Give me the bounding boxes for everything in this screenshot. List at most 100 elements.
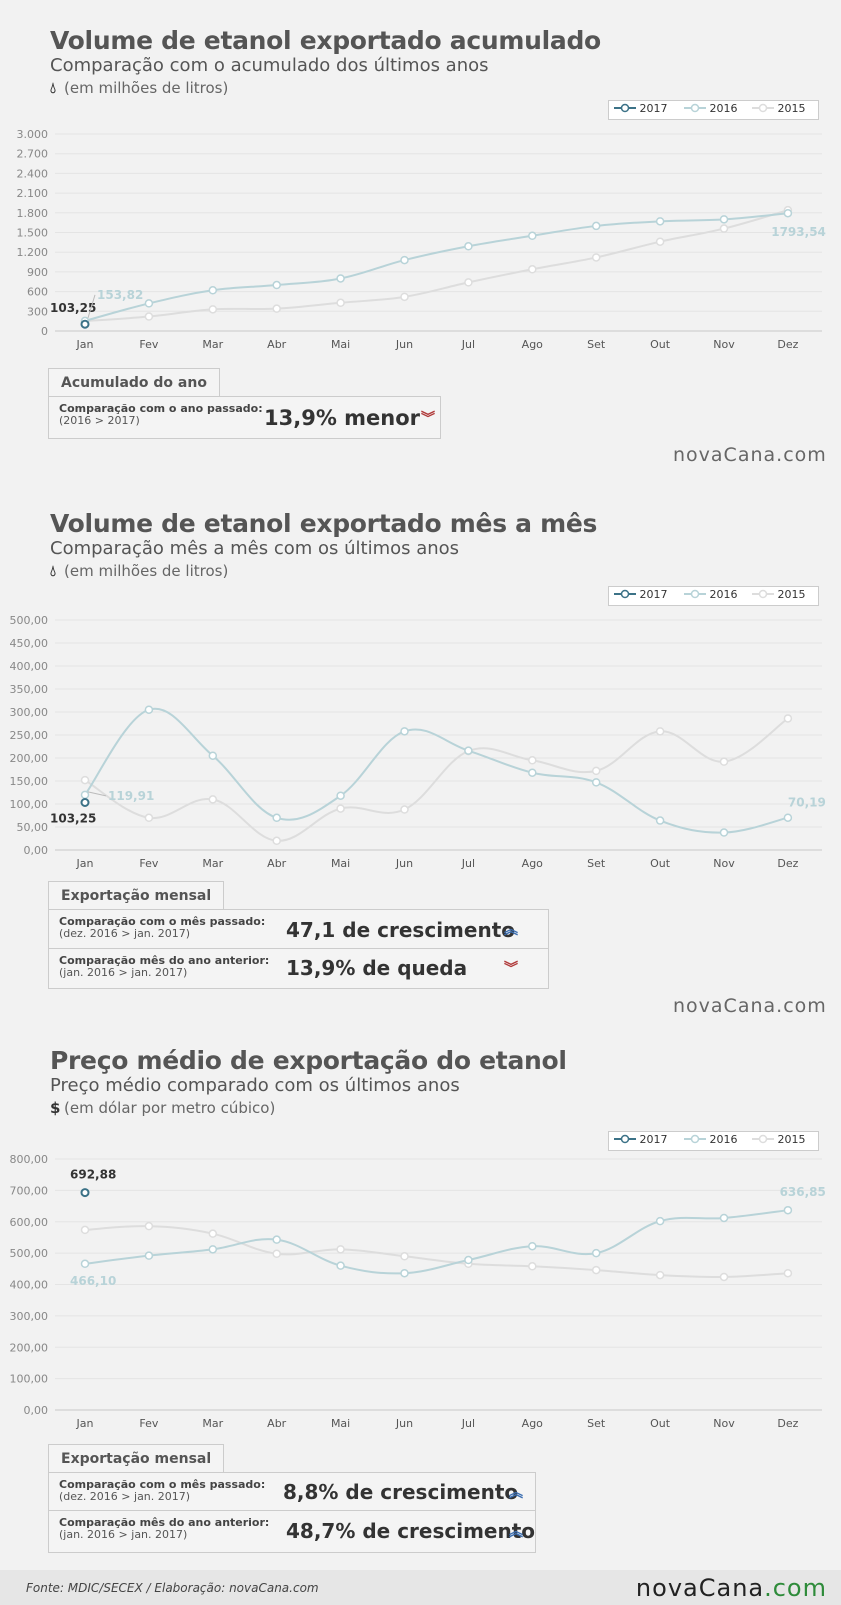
y-tick-label: 2.700 [17,148,49,161]
data-label: 636,85 [780,1185,826,1199]
row-label-sub: (dez. 2016 > jan. 2017) [59,927,191,940]
drop-icon: 💧︎ [50,79,57,97]
point-2016 [208,286,218,295]
legend-label: 2017 [636,588,668,601]
x-tick-label: Ago [522,1417,544,1430]
chart1-legend[interactable]: 2017 2016 2015 [608,100,819,120]
chevron-double-up-icon: ︽ [509,1485,523,1501]
y-tick-label: 250,00 [10,729,49,742]
legend-item-2017[interactable]: 2017 [614,588,668,601]
x-tick-label: Out [650,1417,671,1430]
point-2016 [528,231,537,241]
data-label: 119,91 [108,789,154,803]
footer-logo[interactable]: novaCana.com [636,1574,827,1602]
data-label: 153,82 [97,288,143,302]
chart1-brand: novaCana.com [673,444,827,466]
row-label-sub: (2016 > 2017) [59,414,140,427]
point-2015 [144,312,154,321]
legend-item-2015[interactable]: 2015 [752,1133,806,1146]
series-line-2015 [84,209,789,323]
chart1-plot: 0 300 600 900 1.200 1.500 1.800 2.100 2.400 2.700… [17,128,826,351]
series-line-2015 [84,717,789,842]
point-2015 [336,804,345,813]
data-label: 692,88 [70,1168,116,1182]
x-tick-label: Jan [76,338,94,351]
chart3-plot: 0,00 100,00 200,00 300,00 400,00 500,00 600,00… [10,1153,826,1430]
point-2015 [336,298,345,308]
data-label: 70,19 [788,796,826,810]
point-2015 [783,714,793,723]
chart3-row-1: Comparação com o mês passado: (dez. 2016 … [48,1472,536,1511]
series-line-2016 [84,212,788,322]
series-line-2016 [84,707,789,834]
point-2016 [655,217,665,226]
x-tick-label: Jun [395,857,413,870]
x-tick-label: Abr [267,338,287,351]
legend-line-icon [752,103,774,113]
point-2016 [336,791,345,800]
legend-item-2015[interactable]: 2015 [752,588,806,601]
point-2016 [591,1248,601,1258]
y-tick-label: 1.800 [17,207,49,220]
chart3-unit-label: (em dólar por metro cúbico) [64,1099,276,1117]
chart1-row-1: Comparação com o ano passado: (2016 > 201… [48,396,441,439]
row-value: 13,9% de queda [286,956,468,980]
point-2016 [400,255,409,265]
point-2016 [400,1268,409,1278]
legend-item-2016[interactable]: 2016 [684,588,738,601]
x-tick-label: Mar [202,1417,223,1430]
x-tick-label: Fev [139,338,158,351]
point-2015 [719,224,729,233]
legend-item-2016[interactable]: 2016 [684,1133,738,1146]
point-2015 [272,836,281,846]
legend-item-2016[interactable]: 2016 [684,102,738,115]
row-value: 13,9% menor [264,406,421,430]
x-tick-label: Fev [139,1417,158,1430]
row-label: Comparação mês do ano anterior: (jan. 201… [59,955,269,979]
dollar-icon: $ [50,1099,61,1117]
point-2015 [464,278,473,287]
row-label-main: Comparação mês do ano anterior: [59,954,270,967]
y-tick-label: 900 [27,266,48,279]
chart2-legend[interactable]: 2017 2016 2015 [608,586,819,606]
y-tick-label: 0 [41,325,48,338]
row-label: Comparação com o mês passado: (dez. 2016 … [59,916,265,940]
chart1-unit-label: (em milhões de litros) [64,79,229,97]
point-2015 [528,756,537,765]
point-2015 [336,1245,345,1254]
legend-item-2017[interactable]: 2017 [614,102,668,115]
point-2015 [655,1270,665,1280]
point-2016 [80,1259,90,1269]
point-2016 [528,768,537,777]
x-tick-label: Nov [713,857,735,870]
legend-label: 2015 [774,102,806,115]
legend-label: 2016 [706,102,738,115]
point-2015 [655,727,665,736]
point-2015 [144,1221,154,1231]
x-tick-label: Out [650,338,671,351]
point-2015 [719,1272,729,1282]
annotation-leader [87,294,96,319]
legend-item-2015[interactable]: 2015 [752,102,806,115]
y-tick-label: 3.000 [17,128,49,141]
chart3-legend[interactable]: 2017 2016 2015 [608,1131,819,1151]
x-tick-label: Abr [267,857,287,870]
chart2-box-tab: Exportação mensal [48,881,225,909]
y-tick-label: 100,00 [10,798,49,811]
chart3-unit: $ (em dólar por metro cúbico) [50,1099,275,1117]
point-2015 [80,1225,90,1235]
y-tick-label: 300,00 [10,706,49,719]
y-tick-label: 300,00 [10,1310,49,1323]
point-2016 [719,828,729,837]
legend-item-2017[interactable]: 2017 [614,1133,668,1146]
x-tick-label: Jun [395,338,413,351]
row-label: Comparação com o ano passado: (2016 > 201… [59,403,263,427]
y-tick-label: 2.100 [17,187,49,200]
point-2015 [719,757,729,766]
x-tick-label: Jun [395,1417,413,1430]
legend-line-icon [752,1134,774,1144]
chart3-title: Preço médio de exportação do etanol [50,1046,567,1075]
y-tick-label: 600,00 [10,1216,49,1229]
point-2015 [272,304,281,313]
x-tick-label: Ago [522,857,544,870]
